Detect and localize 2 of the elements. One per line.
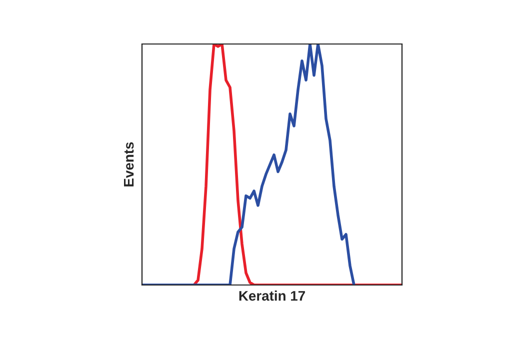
y-axis-title: Events xyxy=(124,142,134,186)
x-axis-title: Keratin 17 xyxy=(239,290,305,301)
